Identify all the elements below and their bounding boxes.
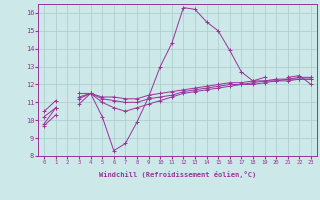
X-axis label: Windchill (Refroidissement éolien,°C): Windchill (Refroidissement éolien,°C) — [99, 171, 256, 178]
